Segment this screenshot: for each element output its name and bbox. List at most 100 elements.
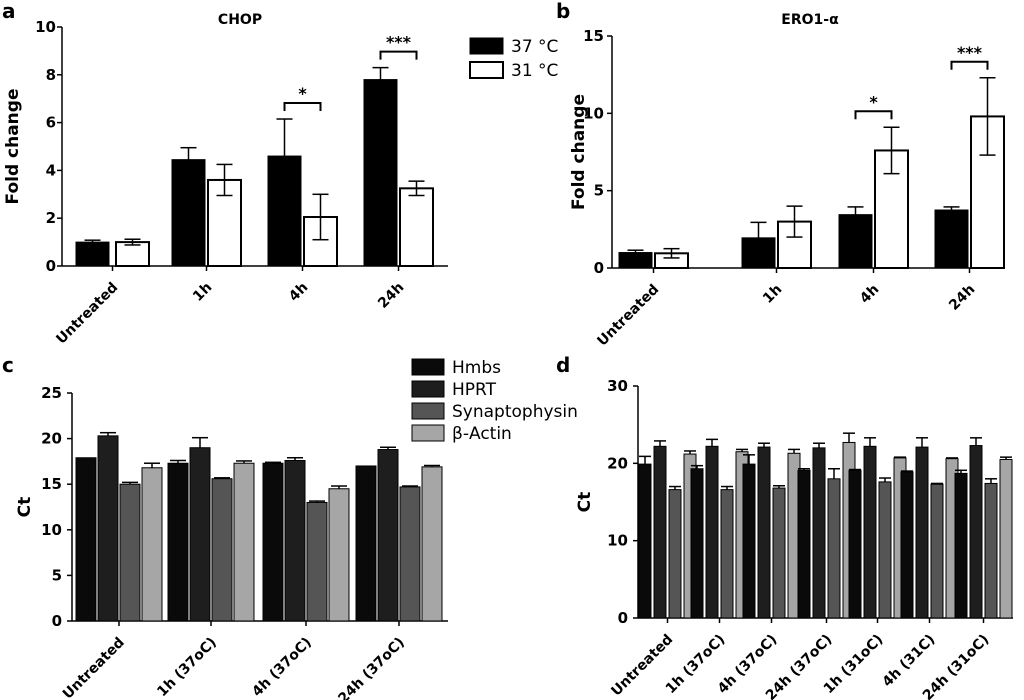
bar-a-0-3 <box>363 79 398 267</box>
y-tick-label: 30 <box>607 377 628 395</box>
chart-a: a CHOP 0 2 4 6 8 10 Fold change Untreated 1h 4h 24h *… <box>2 0 448 347</box>
y-tick-label: 10 <box>607 532 628 550</box>
y-tick-label: 4 <box>46 161 56 179</box>
bar-d-1-4 <box>863 445 877 619</box>
legend-swatch-1 <box>469 61 504 79</box>
bar-d-2-3 <box>827 478 841 619</box>
significance-label: *** <box>386 33 412 52</box>
significance-bracket <box>379 50 418 60</box>
bar-c-3-3 <box>421 466 443 622</box>
bar-c-2-0 <box>119 483 141 622</box>
bar-d-1-3 <box>812 447 826 619</box>
bar-b-0-1 <box>741 237 776 269</box>
bar-b-0-0 <box>618 252 653 269</box>
category-label: Untreated <box>53 280 121 348</box>
bar-d-1-1 <box>705 445 719 619</box>
y-axis-label: Ct <box>15 497 35 518</box>
category-label: Untreated <box>594 282 662 350</box>
bar-c-0-2 <box>262 462 284 622</box>
bar-b-0-2 <box>838 214 873 269</box>
category-label: 1h <box>760 282 785 307</box>
y-tick-label: 0 <box>52 612 62 630</box>
legend-swatch-2 <box>411 402 445 420</box>
bar-c-2-2 <box>306 501 328 622</box>
bar-b-0-3 <box>934 209 969 269</box>
bar-c-3-2 <box>328 488 350 622</box>
legend-a: 37 °C 31 °C <box>469 37 558 81</box>
y-tick-label: 5 <box>52 566 62 584</box>
legend-swatch-0 <box>411 358 445 376</box>
y-tick-label: 20 <box>607 454 628 472</box>
y-tick-label: 20 <box>41 430 62 448</box>
bar-d-1-6 <box>969 445 983 619</box>
significance-label: * <box>298 84 307 103</box>
category-label: 4h <box>286 280 311 305</box>
legend-label-0: 37 °C <box>511 37 558 57</box>
bar-d-0-3 <box>797 469 811 619</box>
chart-b: b ERO1-α 0 5 10 15 Fold change Untreated 1h 4h 24h… <box>556 0 1005 349</box>
category-label: Untreated <box>60 635 128 700</box>
panel-letter-d: d <box>556 353 570 377</box>
significance-bracket <box>854 110 893 120</box>
bar-d-2-2 <box>772 487 786 619</box>
bar-c-3-1 <box>233 462 255 622</box>
y-axis-label: Fold change <box>569 94 589 210</box>
bar-d-2-6 <box>984 482 998 619</box>
legend-label-2: Synaptophysin <box>452 402 578 422</box>
bar-c-1-1 <box>189 447 211 622</box>
chart-c: c 0 5 10 15 20 25 Ct Untreated 1h (37oC) 4h (37oC)… <box>2 353 448 700</box>
legend-label-1: 31 °C <box>511 61 558 81</box>
chart-title: CHOP <box>218 12 262 28</box>
panel-letter-b: b <box>556 0 570 23</box>
y-tick-label: 10 <box>35 18 56 36</box>
category-label: 24h (37oC) <box>335 635 407 700</box>
legend-swatch-0 <box>469 37 504 55</box>
y-tick-label: 0 <box>46 257 56 275</box>
y-tick-label: 5 <box>594 182 604 200</box>
y-tick-label: 6 <box>46 114 56 132</box>
bar-d-0-5 <box>900 471 914 619</box>
category-label: 1h <box>190 280 215 305</box>
y-tick-label: 10 <box>41 521 62 539</box>
legend-label-0: Hmbs <box>452 358 501 378</box>
y-tick-label: 8 <box>46 66 56 84</box>
bar-a-0-0 <box>75 241 110 267</box>
significance-label: * <box>869 92 878 111</box>
bar-d-2-5 <box>930 483 944 619</box>
significance-label: *** <box>957 43 983 62</box>
y-tick-label: 15 <box>41 475 62 493</box>
bar-d-0-4 <box>848 469 862 619</box>
significance-bracket <box>283 102 322 112</box>
bar-a-1-3 <box>399 187 434 267</box>
y-tick-label: 2 <box>46 209 56 227</box>
bar-d-1-2 <box>757 446 771 619</box>
bar-c-1-3 <box>377 449 399 622</box>
panel-letter-c: c <box>2 353 14 377</box>
category-label: 4h (37oC) <box>249 635 315 700</box>
y-tick-label: 0 <box>618 609 628 627</box>
y-tick-label: 25 <box>41 384 62 402</box>
category-label: 24h <box>946 282 978 314</box>
bar-c-0-3 <box>355 465 377 622</box>
y-axis-label: Fold change <box>3 89 23 205</box>
bar-d-1-5 <box>915 446 929 619</box>
panel-letter-a: a <box>2 0 16 23</box>
y-tick-label: 10 <box>583 104 604 122</box>
bar-d-1-0 <box>653 445 667 619</box>
bar-d-2-4 <box>878 481 892 619</box>
category-label: 4h <box>857 282 882 307</box>
bar-d-2-0 <box>668 489 682 619</box>
bar-c-1-0 <box>97 435 119 622</box>
bar-d-0-1 <box>690 468 704 619</box>
chart-title: ERO1-α <box>781 12 839 28</box>
y-tick-label: 0 <box>594 259 604 277</box>
bar-c-2-3 <box>399 486 421 622</box>
y-tick-label: 15 <box>583 27 604 45</box>
bar-c-3-0 <box>141 467 163 622</box>
bar-d-2-1 <box>720 489 734 619</box>
bar-c-0-1 <box>167 462 189 622</box>
y-axis-label: Ct <box>575 492 595 513</box>
